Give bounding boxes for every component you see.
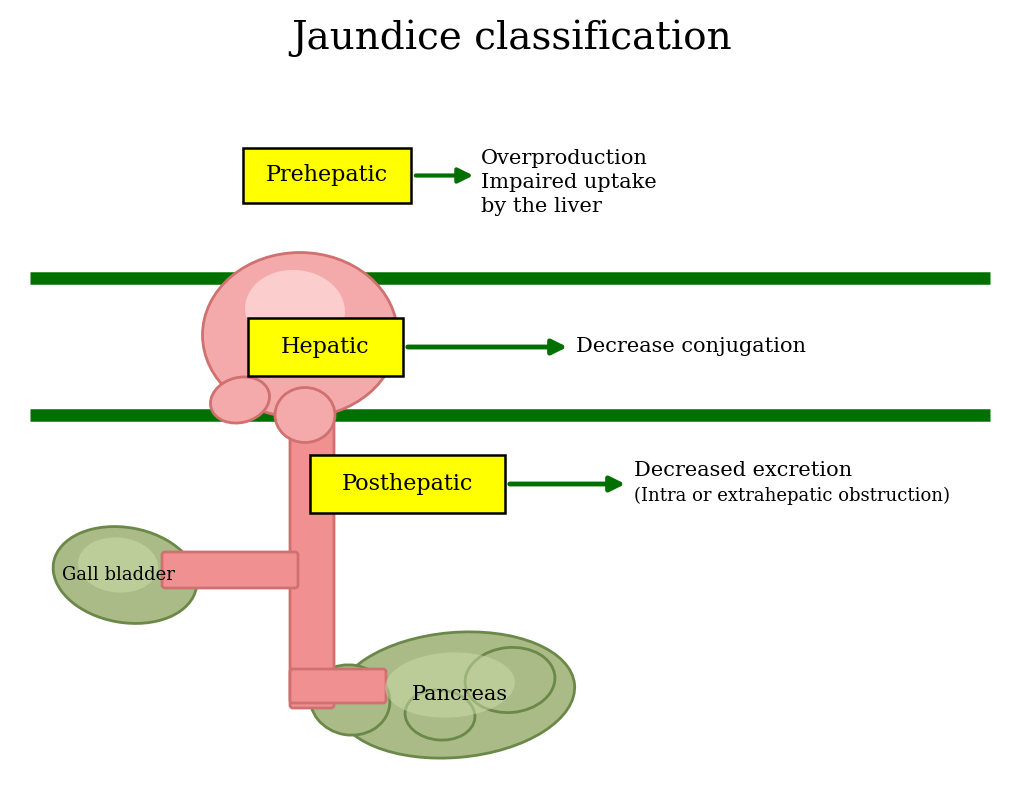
Text: Hepatic: Hepatic [282, 336, 370, 358]
Ellipse shape [78, 538, 158, 592]
Ellipse shape [53, 527, 197, 623]
Text: Pancreas: Pancreas [412, 686, 508, 705]
Ellipse shape [211, 377, 269, 423]
Ellipse shape [245, 270, 345, 350]
Ellipse shape [385, 653, 515, 718]
Text: by the liver: by the liver [481, 196, 602, 215]
Ellipse shape [275, 387, 335, 443]
Ellipse shape [335, 632, 574, 758]
Ellipse shape [203, 253, 397, 417]
Text: Overproduction: Overproduction [481, 148, 648, 167]
FancyBboxPatch shape [310, 455, 505, 513]
Text: Decreased excretion: Decreased excretion [634, 460, 852, 479]
FancyBboxPatch shape [248, 318, 403, 376]
Text: Jaundice classification: Jaundice classification [292, 19, 732, 57]
FancyBboxPatch shape [162, 552, 298, 588]
Ellipse shape [406, 690, 475, 740]
Text: (Intra or extrahepatic obstruction): (Intra or extrahepatic obstruction) [634, 487, 950, 505]
Ellipse shape [465, 647, 555, 713]
Text: Posthepatic: Posthepatic [342, 473, 473, 495]
Ellipse shape [310, 664, 390, 735]
FancyBboxPatch shape [243, 148, 411, 203]
Text: Gall bladder: Gall bladder [61, 566, 174, 584]
FancyBboxPatch shape [290, 669, 386, 703]
Text: Prehepatic: Prehepatic [266, 165, 388, 186]
FancyBboxPatch shape [290, 412, 334, 708]
Text: Impaired uptake: Impaired uptake [481, 173, 656, 192]
Text: Decrease conjugation: Decrease conjugation [575, 337, 806, 356]
